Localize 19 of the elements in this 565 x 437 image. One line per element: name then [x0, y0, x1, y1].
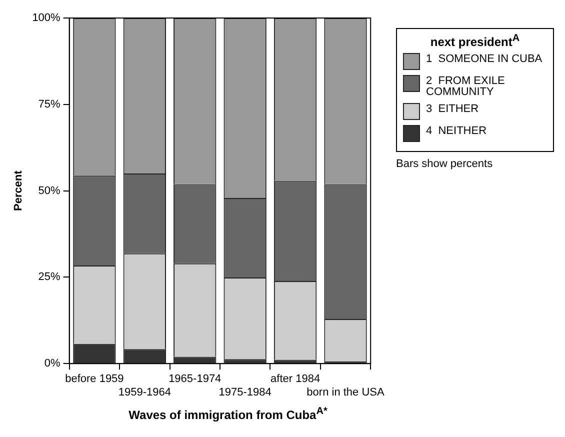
x-tick-label: before 1959: [65, 373, 124, 386]
x-tick-label: after 1984: [270, 373, 320, 386]
y-tick-label: 25%: [38, 271, 61, 284]
legend-label: 2 FROM EXILE COMMUNITY: [426, 75, 506, 98]
legend-title: next president$^{A}$: [429, 33, 521, 49]
text: 1 SOMEONE IN CUBA: [426, 53, 542, 65]
x-tick-label: born in the USA: [306, 386, 385, 398]
legend-label: 3 EITHER: [426, 103, 479, 115]
y-axis-title: Percent: [12, 170, 25, 211]
legend-label: 4 NEITHER: [426, 125, 487, 137]
y-tick-label: 75%: [38, 98, 61, 110]
text: Bars show percents: [396, 158, 494, 170]
y-tick-label: 100%: [32, 12, 61, 24]
x-tick-label: 1975-1984: [218, 386, 272, 398]
y-tick-label: 50%: [38, 184, 61, 197]
x-tick-label: 1965-1974: [168, 373, 222, 386]
y-tick-label: 0%: [44, 358, 61, 370]
x-axis-title: Waves of immigration from Cuba$^{A*}$: [128, 406, 328, 422]
x-tick-label: 1959-1964: [118, 386, 171, 398]
